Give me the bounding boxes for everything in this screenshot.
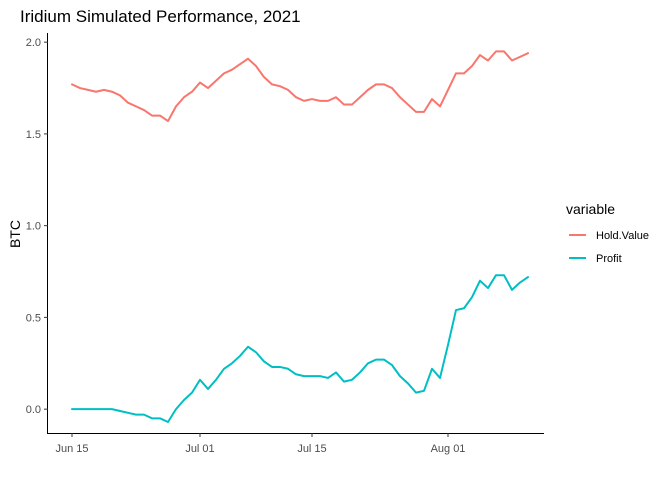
series-line-profit [71, 274, 529, 423]
y-axis-ticks: 0.0 0.5 1.0 1.5 2.0 [26, 37, 48, 416]
x-tick-label: Jun 15 [55, 443, 88, 455]
series-layer [71, 50, 529, 423]
x-tick-label: Jul 01 [185, 443, 214, 455]
y-tick-label: 0.0 [26, 404, 41, 416]
x-tick-label: Jul 15 [297, 443, 326, 455]
chart-title: Iridium Simulated Performance, 2021 [20, 7, 301, 26]
x-tick-label: Aug 01 [431, 443, 466, 455]
y-tick-label: 1.0 [26, 221, 41, 233]
series-line-hold-value [71, 50, 529, 123]
legend-label: Profit [596, 253, 622, 265]
legend-label: Hold.Value [596, 230, 649, 242]
y-tick-label: 0.5 [26, 312, 41, 324]
legend: variable Hold.Value Profit [566, 201, 649, 265]
y-tick-label: 1.5 [26, 129, 41, 141]
x-axis-ticks: Jun 15 Jul 01 Jul 15 Aug 01 [55, 433, 465, 455]
y-tick-label: 2.0 [26, 37, 41, 49]
legend-items: Hold.Value Profit [569, 230, 649, 265]
legend-title: variable [566, 201, 615, 217]
y-axis-title: BTC [7, 220, 23, 248]
plot-panel: 0.0 0.5 1.0 1.5 2.0 Jun 15 Jul 01 Jul 15 Aug 01 [26, 33, 544, 455]
